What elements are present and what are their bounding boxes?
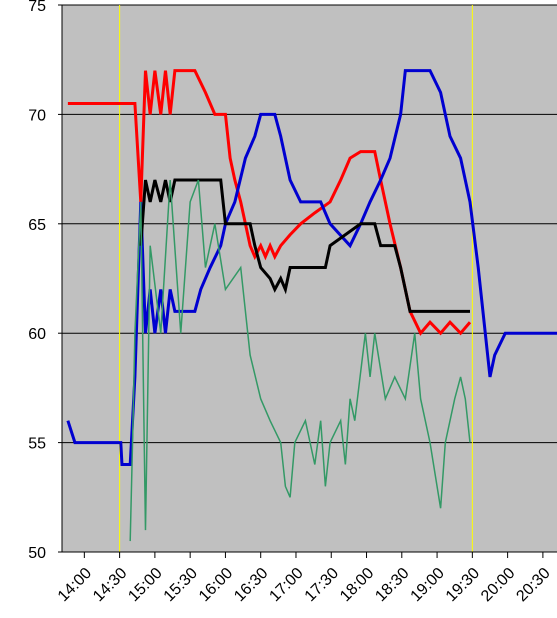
x-tick-label: 20:00 <box>478 565 518 605</box>
x-tick-label: 19:30 <box>443 565 483 605</box>
x-tick-label: 17:00 <box>266 565 306 605</box>
y-tick-label: 70 <box>28 107 46 124</box>
x-tick-label: 20:30 <box>513 565 553 605</box>
x-tick-label: 18:30 <box>372 565 412 605</box>
x-tick-label: 18:00 <box>337 565 377 605</box>
y-tick-label: 65 <box>28 217 46 234</box>
series-line <box>129 179 471 542</box>
y-tick-label: 60 <box>28 326 46 343</box>
y-tick-label: 75 <box>28 0 46 15</box>
x-tick-label: 16:30 <box>231 565 271 605</box>
x-tick-label: 16:00 <box>196 565 236 605</box>
x-tick-label: 15:00 <box>125 565 165 605</box>
x-tick-label: 19:00 <box>408 565 448 605</box>
y-tick-label: 55 <box>28 436 46 453</box>
y-tick-label: 50 <box>28 545 46 562</box>
x-tick-label: 14:30 <box>90 565 130 605</box>
series-line <box>139 178 470 313</box>
x-tick-label: 15:30 <box>161 565 201 605</box>
plot-area <box>62 5 557 552</box>
x-tick-label: 14:00 <box>55 565 95 605</box>
x-tick-label: 17:30 <box>302 565 342 605</box>
